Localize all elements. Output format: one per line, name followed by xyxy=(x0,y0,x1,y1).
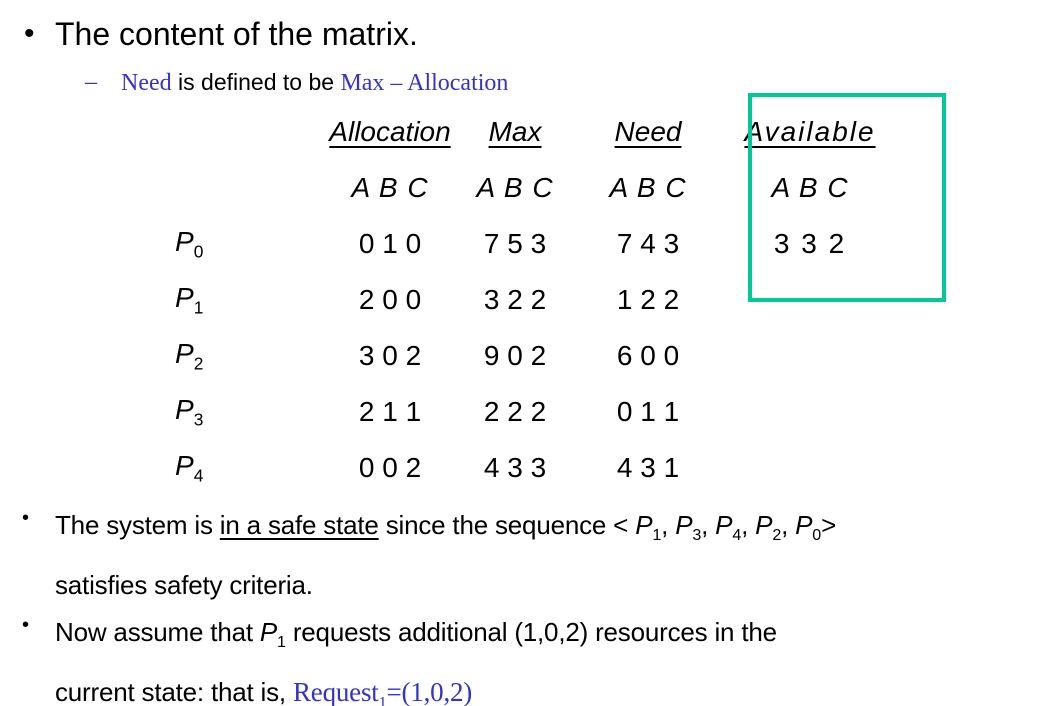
request-formula: Request1=(1,0,2) xyxy=(292,677,473,706)
safe-state-line1: The system is in a safe state since the … xyxy=(55,510,837,545)
abc-need: A B C xyxy=(609,172,687,203)
banker-matrix-table: Allocation Max Need Available A B C A B … xyxy=(160,104,884,496)
column-header-allocation: Allocation xyxy=(329,116,451,147)
available-p1 xyxy=(736,272,884,328)
table-row: P3 2 1 1 2 2 2 0 1 1 xyxy=(160,384,884,440)
definition-text: Need is defined to be Max – Allocation xyxy=(121,66,508,99)
safe-state-underlined: in a safe state xyxy=(219,510,379,540)
process-label-p2: P2 xyxy=(175,337,204,374)
safe-state-bullet: • The system is in a safe state since th… xyxy=(22,500,1045,610)
bullet-icon: • xyxy=(22,614,29,636)
max-p2: 9 0 2 xyxy=(483,340,547,371)
need-p0: 7 4 3 xyxy=(616,228,680,259)
allocation-p4: 0 0 2 xyxy=(358,452,422,483)
allocation-p0: 0 1 0 xyxy=(358,228,422,259)
max-p1: 3 2 2 xyxy=(483,284,547,315)
available-p2 xyxy=(736,328,884,384)
allocation-p1: 2 0 0 xyxy=(358,284,422,315)
abc-row: A B C A B C A B C A B C xyxy=(160,160,884,216)
definition-term: Need xyxy=(121,70,172,96)
available-p4 xyxy=(736,440,884,496)
safe-state-line2: satisfies safety criteria. xyxy=(55,570,313,601)
column-header-available: Available xyxy=(744,116,876,147)
need-p3: 0 1 1 xyxy=(616,396,680,427)
max-p4: 4 3 3 xyxy=(483,452,547,483)
process-label-p4: P4 xyxy=(175,449,204,486)
dash-icon: – xyxy=(85,69,97,95)
title-bullet: • The content of the matrix. xyxy=(24,14,418,54)
request-line1: Now assume that P1 requests additional (… xyxy=(55,617,777,652)
request-line2: current state: that is, Request1=(1,0,2) xyxy=(55,677,473,706)
table-row: P0 0 1 0 7 5 3 7 4 3 3 3 2 xyxy=(160,216,884,272)
need-p4: 4 3 1 xyxy=(616,452,680,483)
definition-middle: is defined to be xyxy=(171,69,341,95)
process-label-p1: P1 xyxy=(175,281,204,318)
max-p3: 2 2 2 xyxy=(483,396,547,427)
bullet-icon: • xyxy=(24,17,35,50)
need-p1: 1 2 2 xyxy=(616,284,680,315)
available-p0: 3 3 2 xyxy=(773,228,847,259)
available-p3 xyxy=(736,384,884,440)
process-label-p0: P0 xyxy=(175,225,204,262)
abc-available: A B C xyxy=(771,172,849,203)
process-label-p3: P3 xyxy=(175,393,204,430)
max-p0: 7 5 3 xyxy=(483,228,547,259)
allocation-p3: 2 1 1 xyxy=(358,396,422,427)
bullet-icon: • xyxy=(22,507,29,529)
table-row: P4 0 0 2 4 3 3 4 3 1 xyxy=(160,440,884,496)
abc-allocation: A B C xyxy=(351,172,429,203)
table-row: P1 2 0 0 3 2 2 1 2 2 xyxy=(160,272,884,328)
allocation-p2: 3 0 2 xyxy=(358,340,422,371)
abc-max: A B C xyxy=(476,172,554,203)
header-row: Allocation Max Need Available xyxy=(160,104,884,160)
need-p2: 6 0 0 xyxy=(616,340,680,371)
definition-line: – Need is defined to be Max – Allocation xyxy=(85,66,508,99)
definition-formula: Max – Allocation xyxy=(340,70,509,96)
page-title: The content of the matrix. xyxy=(55,16,418,52)
table-row: P2 3 0 2 9 0 2 6 0 0 xyxy=(160,328,884,384)
column-header-max: Max xyxy=(488,116,542,147)
column-header-need: Need xyxy=(614,116,682,147)
request-bullet: • Now assume that P1 requests additional… xyxy=(22,607,1045,706)
